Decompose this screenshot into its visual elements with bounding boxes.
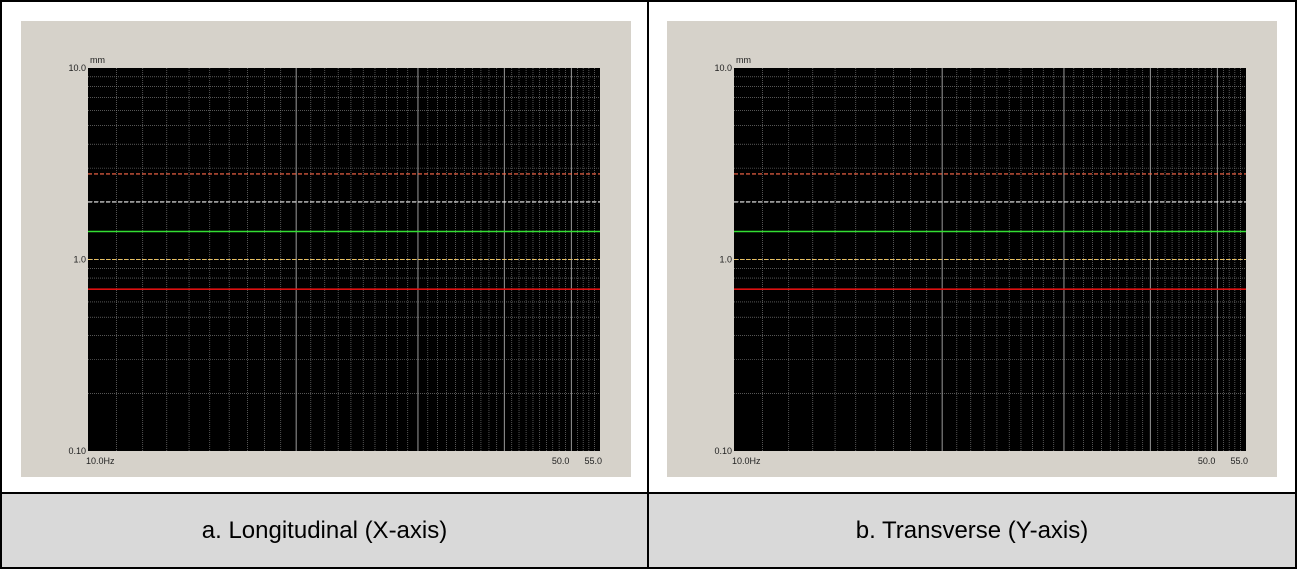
series	[88, 173, 600, 291]
x-tick-label: 10.0Hz	[86, 456, 115, 466]
y-tick-label: 10.0	[68, 63, 86, 73]
caption-a: a. Longitudinal (X-axis)	[2, 494, 647, 567]
series	[734, 173, 1246, 291]
x-gridlines	[762, 68, 1241, 451]
border-left	[0, 0, 2, 569]
x-tick-label: 10.0Hz	[732, 456, 761, 466]
x-tick-label: 50.0	[1198, 456, 1216, 466]
y-tick-label: 0.10	[68, 446, 86, 456]
y-tick-label: 10.0	[714, 63, 732, 73]
chart-b: 10.0 1.0 0.10 mm 10.0Hz 50.0 55.0	[714, 55, 1248, 466]
border-row	[0, 492, 1297, 494]
caption-b: b. Transverse (Y-axis)	[649, 494, 1295, 567]
chart-panel-a: 10.0 1.0 0.10 mm 10.0Hz 50.0 55.0	[21, 21, 631, 477]
y-unit-label: mm	[736, 55, 751, 65]
y-tick-label: 0.10	[714, 446, 732, 456]
chart-panel-b: 10.0 1.0 0.10 mm 10.0Hz 50.0 55.0	[667, 21, 1277, 477]
x-tick-label: 55.0	[584, 456, 602, 466]
y-tick-label: 1.0	[719, 255, 732, 265]
border-right	[1295, 0, 1297, 569]
y-unit-label: mm	[90, 55, 105, 65]
border-middle	[647, 0, 649, 569]
x-tick-label: 50.0	[552, 456, 570, 466]
y-tick-label: 1.0	[73, 255, 86, 265]
x-tick-label: 55.0	[1230, 456, 1248, 466]
chart-a: 10.0 1.0 0.10 mm 10.0Hz 50.0 55.0	[68, 55, 602, 466]
